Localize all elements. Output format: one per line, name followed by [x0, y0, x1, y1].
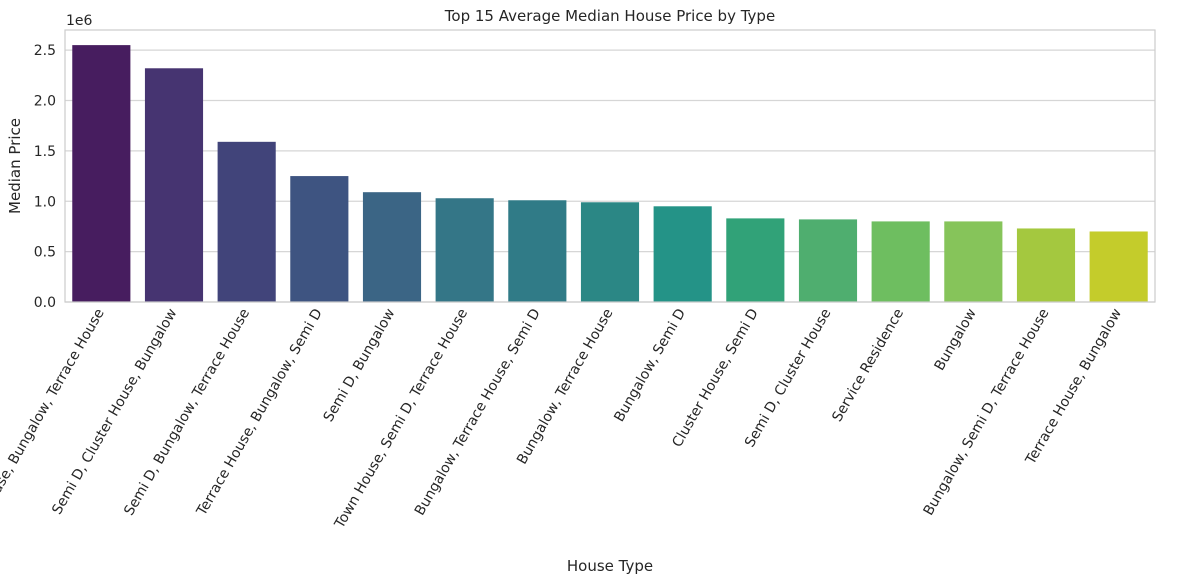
- y-tick-label: 2.5: [34, 43, 56, 59]
- x-tick-label: Cluster House, Semi D: [669, 306, 761, 450]
- bar: [871, 221, 930, 302]
- y-tick-label: 0.5: [34, 245, 56, 261]
- x-tick-label: Semi D, Cluster House, Bungalow: [49, 306, 180, 517]
- x-tick-label: Terrace House, Bungalow, Semi D: [193, 306, 325, 519]
- x-tick-label: Bungalow, Semi D, Terrace House: [921, 306, 1053, 518]
- bar: [726, 218, 785, 302]
- bar: [508, 200, 567, 302]
- x-tick-label: Service Residence: [829, 306, 907, 425]
- y-offset-label: 1e6: [66, 13, 93, 29]
- y-axis-label: Median Price: [6, 118, 24, 214]
- x-tick-label: Bungalow, Terrace House, Semi D: [412, 306, 544, 518]
- x-tick-label: Bungalow, Semi D: [611, 306, 689, 425]
- y-tick-label: 1.0: [34, 194, 56, 210]
- bar: [1016, 228, 1076, 302]
- bar: [144, 68, 204, 302]
- bar: [72, 45, 131, 302]
- bar: [944, 221, 1003, 302]
- bar: [290, 176, 349, 302]
- bar: [580, 202, 640, 302]
- x-tick-labels: Town House, Bungalow, Terrace HouseSemi …: [0, 306, 1125, 548]
- x-tick-label: Semi D, Bungalow, Terrace House: [121, 306, 253, 518]
- bar: [362, 192, 422, 302]
- x-tick-label: Town House, Semi D, Terrace House: [331, 306, 471, 532]
- x-tick-label: Bungalow: [932, 306, 980, 374]
- bar: [653, 206, 712, 302]
- bar: [217, 141, 276, 302]
- x-tick-label: Semi D, Bungalow: [321, 306, 399, 425]
- chart-title: Top 15 Average Median House Price by Typ…: [444, 7, 775, 25]
- y-tick-labels: 0.0 0.5 1.0 1.5 2.0 2.5: [34, 43, 56, 311]
- x-tick-label: Semi D, Cluster House: [742, 306, 834, 450]
- bar: [1089, 231, 1148, 302]
- bars: [72, 45, 1148, 302]
- y-tick-label: 2.0: [34, 94, 56, 110]
- x-axis-label: House Type: [567, 557, 653, 575]
- bar: [798, 219, 858, 302]
- y-tick-label: 1.5: [34, 144, 56, 160]
- y-tick-label: 0.0: [34, 295, 56, 311]
- plot-frame: [64, 29, 1156, 303]
- bar: [435, 198, 494, 302]
